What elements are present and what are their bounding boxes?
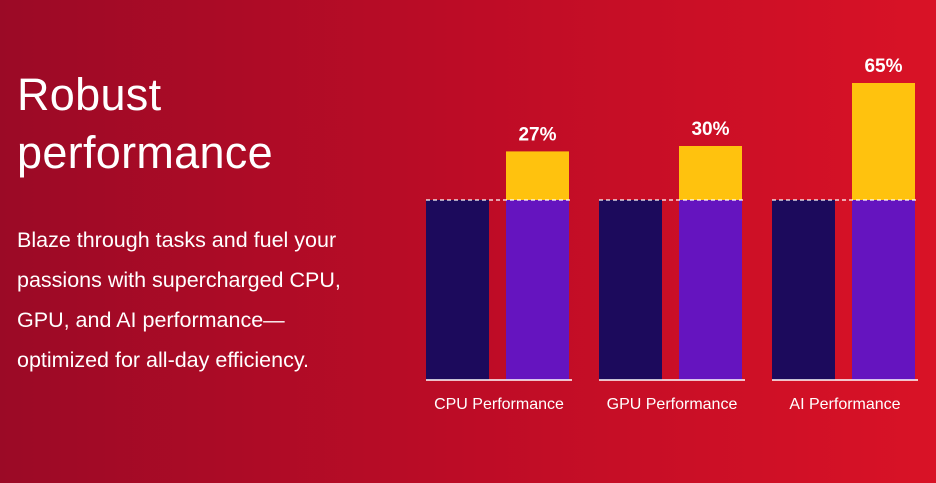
baseline-bar (426, 200, 489, 380)
description-line-1: Blaze through tasks and fuel your (17, 228, 337, 252)
uplift-percent-label: 27% (518, 124, 556, 145)
description-line-4: optimized for all-day efficiency. (17, 348, 309, 372)
description-line-3: GPU, and AI performance— (17, 308, 285, 332)
category-label: AI Performance (789, 396, 900, 413)
uplift-percent-label: 30% (691, 119, 729, 140)
comparison-bar (506, 200, 569, 380)
description: Blaze through tasks and fuel your passio… (17, 220, 417, 380)
comparison-bar (852, 200, 915, 380)
uplift-segment (506, 151, 569, 200)
headline-line-1: Robust (17, 69, 162, 120)
category-label: GPU Performance (607, 396, 738, 413)
uplift-segment (852, 83, 915, 200)
uplift-segment (679, 146, 742, 200)
comparison-bar (679, 200, 742, 380)
headline-line-2: performance (17, 127, 273, 178)
headline: Robust performance (17, 66, 273, 182)
description-line-2: passions with supercharged CPU, (17, 268, 341, 292)
category-label: CPU Performance (434, 396, 564, 413)
baseline-bar (599, 200, 662, 380)
baseline-bar (772, 200, 835, 380)
uplift-percent-label: 65% (864, 56, 902, 77)
